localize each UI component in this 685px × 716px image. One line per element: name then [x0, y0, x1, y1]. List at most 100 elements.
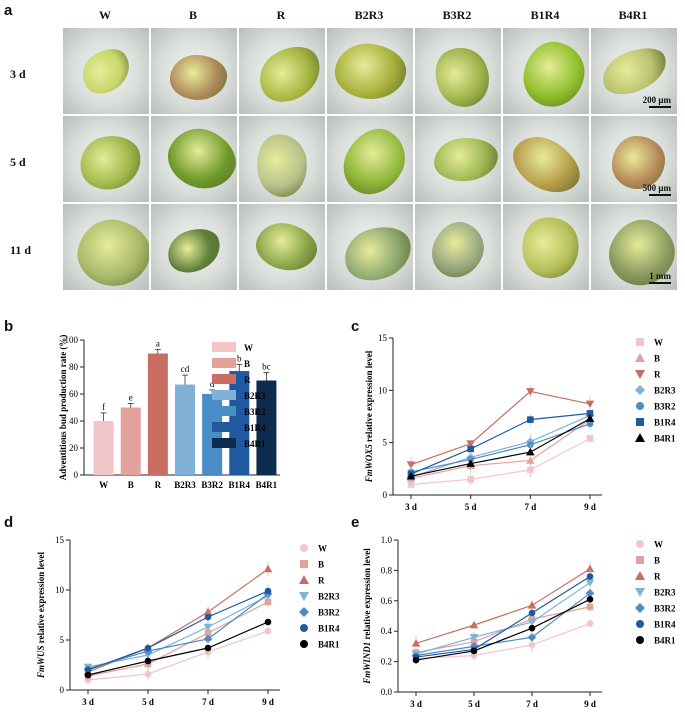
- legend-marker: [635, 385, 645, 395]
- legend-label: B2R3: [318, 592, 340, 602]
- micrograph-b-5d: [151, 116, 237, 202]
- legend-marker: [635, 353, 645, 362]
- bar-w: [93, 421, 114, 475]
- column-header-b2r3: B2R3: [354, 8, 384, 22]
- series-line: [87, 593, 269, 670]
- legend-label: B4R1: [654, 636, 676, 646]
- micrograph-w-3d: [63, 28, 149, 114]
- bar-b2r3: [175, 384, 195, 475]
- micrograph-b-3d: [151, 28, 237, 114]
- legend-label: R: [244, 375, 251, 385]
- significance-letter: e: [129, 392, 133, 402]
- y-tick-label: 100: [65, 335, 79, 345]
- legend-label: B1R4: [318, 624, 340, 634]
- y-tick-label: 0: [60, 685, 65, 695]
- y-tick-label: 0: [74, 470, 79, 480]
- series-line: [415, 623, 591, 660]
- data-point: [586, 420, 594, 428]
- data-point: [204, 644, 212, 652]
- x-tick-label: 5 d: [142, 697, 154, 707]
- y-tick-label: 60: [69, 389, 79, 399]
- legend-marker: [636, 402, 644, 410]
- legend-label: W: [244, 343, 253, 353]
- data-point: [144, 644, 152, 652]
- data-point: [527, 466, 534, 474]
- series-line: [415, 598, 591, 661]
- micrograph-b2r3-5d: [327, 116, 413, 202]
- legend-label: R: [318, 576, 325, 586]
- micrograph-b2r3-3d: [327, 28, 413, 114]
- x-tick-label: B: [128, 480, 134, 490]
- legend-marker: [635, 603, 645, 613]
- legend-marker: [300, 640, 308, 648]
- x-tick-label: 9 d: [584, 699, 596, 709]
- data-point: [203, 607, 213, 616]
- y-tick-label: 40: [69, 416, 79, 426]
- scale-bar: 500 μm: [643, 183, 671, 196]
- legend-label: W: [654, 338, 663, 348]
- series-line: [415, 582, 591, 655]
- data-point: [586, 603, 594, 611]
- series-line: [410, 423, 591, 473]
- y-tick-label: 0.6: [381, 596, 393, 606]
- y-axis-label: FmWIND1 relative expression level: [362, 548, 372, 685]
- scale-bar-line: [649, 282, 671, 284]
- legend-marker: [635, 571, 645, 580]
- series-b4r1: [84, 618, 272, 679]
- series-line: [410, 414, 591, 478]
- micrograph-b4r1-3d: 200 μm: [591, 28, 677, 114]
- legend-marker: [636, 338, 644, 346]
- x-tick-label: W: [99, 480, 108, 490]
- legend-label: B: [654, 556, 660, 566]
- scale-bar: 1 mm: [649, 271, 671, 284]
- bar-b: [120, 407, 141, 475]
- panel-label-d: d: [4, 514, 14, 531]
- micrograph-r-5d: [239, 116, 325, 202]
- legend-label: B3R2: [654, 604, 676, 614]
- data-point: [84, 666, 92, 674]
- data-point: [144, 657, 152, 665]
- y-tick-label: 0.2: [381, 657, 392, 667]
- significance-letter: bc: [262, 361, 271, 371]
- significance-letter: b: [237, 353, 242, 363]
- scale-bar-label: 500 μm: [642, 183, 671, 193]
- x-tick-label: 5 d: [468, 699, 480, 709]
- data-point: [585, 400, 595, 409]
- series-line: [410, 419, 591, 479]
- bar-r: [147, 353, 168, 475]
- x-tick-label: 3 d: [410, 699, 422, 709]
- y-tick-label: 10: [378, 385, 388, 395]
- legend-swatch: [212, 422, 236, 432]
- legend-label: B3R2: [318, 608, 340, 618]
- data-point: [585, 564, 595, 573]
- line-chart-fmwox5: 0 5 10 15 3 d 5 d 7 d 9 d FmWOX5 relative expres…: [364, 333, 676, 512]
- line-chart-fmwind1: 0.0 0.2 0.4 0.6 0.8 1.0 3 d 5 d 7 d 9 d FmWIND1 re…: [362, 535, 676, 709]
- scale-bar-line: [649, 194, 671, 196]
- data-point: [264, 627, 272, 635]
- micrograph-b-11d: [151, 204, 237, 290]
- series-b4r1: [406, 414, 595, 480]
- line-chart-fmwus: 0 5 10 15 3 d 5 d 7 d 9 d FmWUS relative express…: [36, 535, 340, 707]
- micrograph-b3r2-5d: [415, 116, 501, 202]
- micrograph-b1r4-11d: [503, 204, 589, 290]
- data-point: [528, 624, 536, 632]
- legend-swatch: [212, 374, 236, 384]
- micrograph-r-3d: [239, 28, 325, 114]
- series-r: [411, 561, 595, 651]
- data-point: [526, 447, 535, 456]
- legend-label: B1R4: [654, 418, 676, 428]
- micrograph-b4r1-5d: 500 μm: [591, 116, 677, 202]
- row-label-5d: 5 d: [10, 155, 26, 169]
- panel-label-c: c: [351, 318, 360, 335]
- micrograph-r-11d: [239, 204, 325, 290]
- legend-label: B: [654, 354, 660, 364]
- series-r: [406, 385, 595, 473]
- data-point: [586, 620, 594, 627]
- series-line: [415, 568, 591, 644]
- series-line: [415, 592, 591, 657]
- x-tick-label: R: [155, 480, 162, 490]
- significance-letter: cd: [181, 364, 190, 374]
- series-line: [410, 390, 591, 466]
- micrograph-w-5d: [63, 116, 149, 202]
- x-tick-label: 5 d: [465, 502, 477, 512]
